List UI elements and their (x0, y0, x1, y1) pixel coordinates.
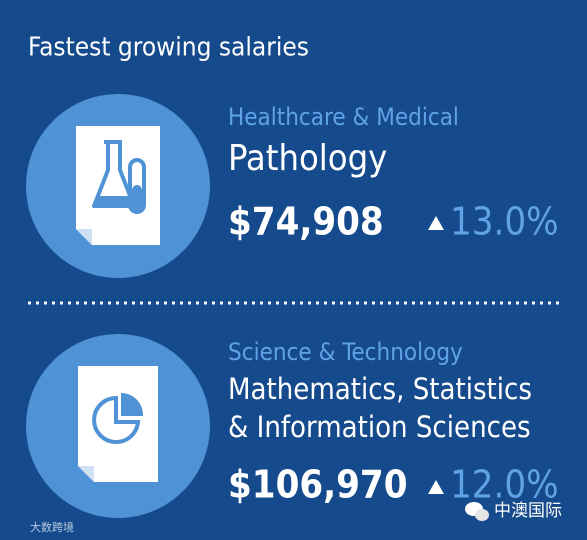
watermark-right: 中澳国际 (494, 501, 562, 521)
item-1: Healthcare & Medical Pathology $74,908 1… (228, 103, 559, 244)
watermark-left: 大数跨境 (30, 520, 74, 534)
salary: $74,908 (228, 200, 384, 244)
growth: 12.0% (450, 463, 559, 507)
up-arrow (428, 216, 444, 230)
title: Fastest growing salaries (28, 33, 309, 63)
item-2: Science & Technology Mathematics, Statis… (228, 338, 559, 507)
job-title: Mathematics, Statistics (228, 372, 532, 406)
salary: $106,970 (228, 463, 408, 507)
job-title: & Information Sciences (228, 410, 531, 444)
growth: 13.0% (450, 200, 559, 244)
category: Healthcare & Medical (228, 103, 459, 131)
job-title: Pathology (228, 138, 387, 179)
icon-lab (26, 94, 210, 278)
icon-chart (26, 334, 210, 518)
category: Science & Technology (228, 338, 463, 366)
up-arrow (428, 480, 444, 494)
wechat-icon (465, 502, 489, 521)
